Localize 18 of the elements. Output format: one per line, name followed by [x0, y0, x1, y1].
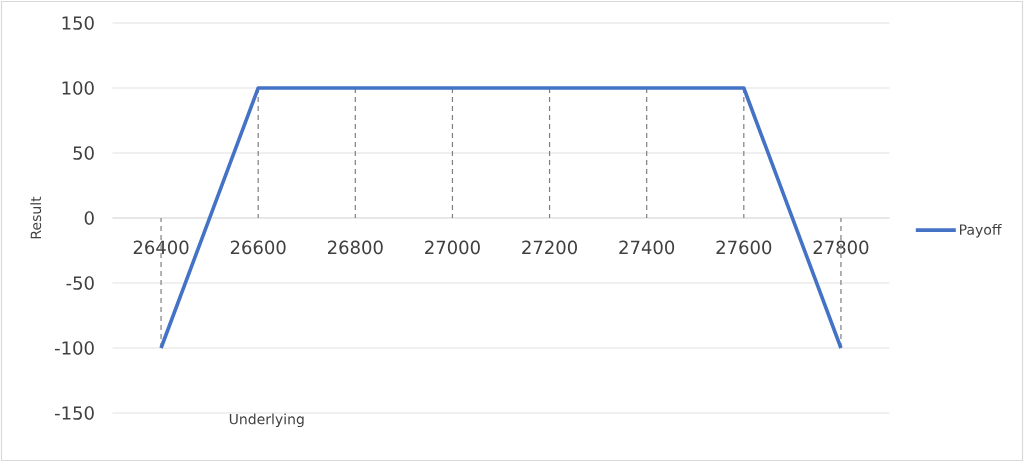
x-tick-label: 26400	[133, 240, 189, 255]
x-axis-title: Underlying	[229, 413, 304, 428]
y-tick-label: 150	[62, 16, 94, 30]
y-tick-label: -150	[55, 406, 94, 420]
x-tick-label: 27600	[716, 240, 772, 255]
x-tick-label: 26800	[328, 240, 383, 255]
x-tick-label: 27400	[619, 240, 675, 255]
x-tick-label: 26600	[230, 240, 286, 255]
y-axis-title: Result	[30, 196, 42, 239]
x-tick-label: 27200	[522, 240, 577, 255]
y-tick-label: -100	[55, 341, 94, 355]
y-tick-label: 0	[84, 211, 94, 225]
x-tick-label: 27800	[813, 240, 869, 255]
y-tick-label: -50	[66, 276, 94, 290]
y-tick-label: 50	[73, 146, 94, 160]
y-tick-label: 100	[62, 81, 94, 95]
legend-label: Payoff	[959, 224, 1002, 238]
x-tick-label: 27000	[425, 240, 480, 255]
